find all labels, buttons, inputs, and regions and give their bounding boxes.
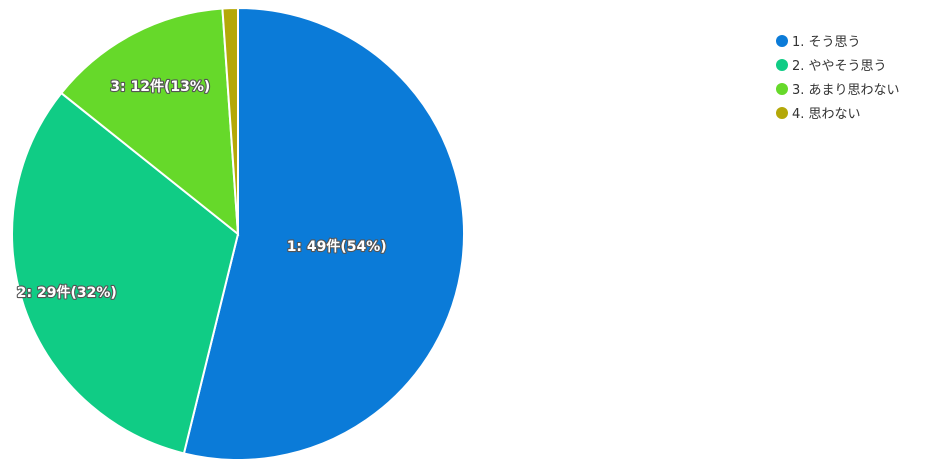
- pie-slice-label-3: 3: 12件(13%): [110, 78, 210, 95]
- legend-entry-2: 2. ややそう思う: [792, 59, 887, 74]
- pie-slice-1: [182, 6, 465, 459]
- legend-swatch-2: [776, 59, 788, 71]
- pie-slice-4: [221, 6, 239, 235]
- legend-swatch-4: [776, 107, 788, 119]
- legend-entry-4: 4. 思わない: [792, 107, 861, 122]
- legend-swatch-3: [776, 83, 788, 95]
- pie-slice-3: [59, 7, 240, 237]
- legend-entry-1: 1. そう思う: [792, 35, 861, 50]
- pie-slice-label-2: 2: 29件(32%): [17, 284, 117, 301]
- pie-slice-label-1: 1: 49件(54%): [287, 238, 387, 255]
- pie-slice-labels: 1: 49件(54%) 2: 29件(32%) 3: 12件(13%): [16, 77, 388, 303]
- legend-swatch-1: [776, 35, 788, 47]
- pie-slice-2: [11, 91, 240, 455]
- legend-entry-3: 3. あまり思わない: [792, 83, 900, 98]
- chart-legend: 1. そう思う 2. ややそう思う 3. あまり思わない 4. 思わない: [776, 35, 900, 122]
- pie-slices: [11, 6, 465, 459]
